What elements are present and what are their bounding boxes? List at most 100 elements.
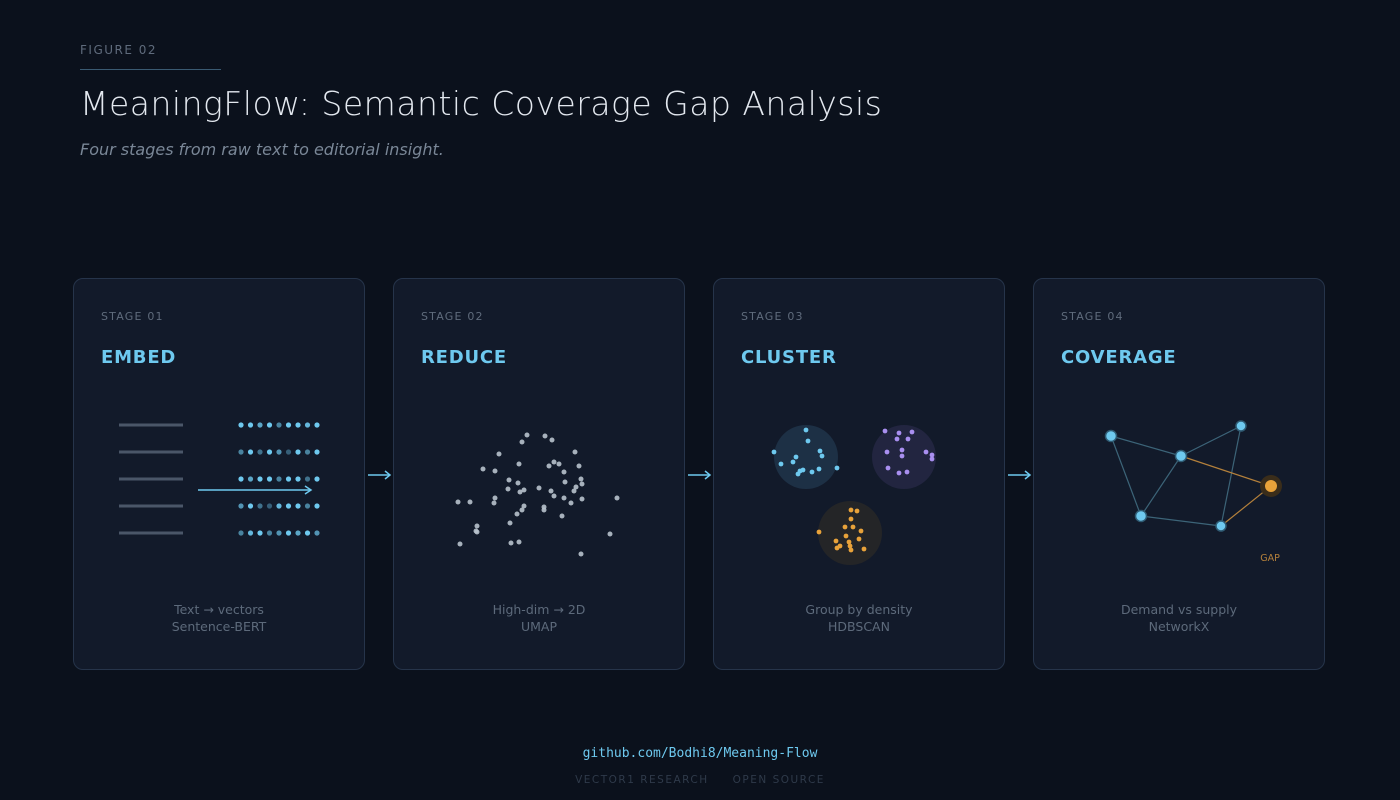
- point: [896, 430, 902, 436]
- vector-dot: [257, 476, 263, 482]
- stage-label: STAGE 01: [101, 310, 164, 323]
- point: [805, 438, 811, 444]
- point: [884, 449, 890, 455]
- page-title: MeaningFlow: Semantic Coverage Gap Analy…: [80, 84, 883, 123]
- point: [848, 547, 854, 553]
- vector-dot: [304, 449, 311, 455]
- vector-dot: [266, 503, 273, 509]
- vector-dot: [266, 530, 273, 536]
- point: [548, 488, 554, 494]
- embed-illustration: [119, 422, 320, 536]
- coverage-illustration: GAP: [1104, 420, 1282, 564]
- point: [507, 520, 513, 526]
- point: [572, 449, 578, 455]
- github-link[interactable]: github.com/Bodhi8/Meaning-Flow: [582, 746, 818, 761]
- point: [899, 453, 905, 459]
- point: [850, 524, 856, 530]
- stage-name: CLUSTER: [741, 347, 837, 368]
- point: [856, 536, 862, 542]
- point: [817, 448, 823, 454]
- point: [515, 480, 521, 486]
- vector-dot: [238, 449, 244, 455]
- point: [578, 476, 584, 482]
- point: [923, 449, 929, 455]
- stage-name: COVERAGE: [1061, 347, 1177, 368]
- gap-label: GAP: [1260, 553, 1280, 564]
- reduce-illustration: [455, 432, 620, 557]
- point: [819, 453, 825, 459]
- point: [496, 451, 502, 457]
- figure-label: FIGURE 02: [80, 43, 158, 57]
- vector-dot: [276, 422, 282, 428]
- vector-dot: [266, 476, 273, 482]
- vector-dot: [238, 476, 244, 482]
- vector-dot: [314, 422, 320, 428]
- stage-caption: High-dim → 2D UMAP: [492, 602, 586, 634]
- footer-tag: OPEN SOURCE: [732, 774, 825, 786]
- point: [778, 461, 784, 467]
- vector-dot: [266, 449, 273, 455]
- point: [561, 495, 567, 501]
- vector-dot: [304, 422, 311, 428]
- stage-card-coverage: STAGE 04 COVERAGE GAP Demand vs supply N…: [1033, 278, 1325, 670]
- arrow-connector-3: [1008, 470, 1032, 480]
- point: [790, 459, 796, 465]
- point: [573, 484, 579, 490]
- point: [556, 461, 562, 467]
- point: [579, 481, 585, 487]
- point: [578, 551, 584, 557]
- point: [571, 488, 577, 494]
- point: [846, 539, 852, 545]
- footer-tag: VECTOR1 RESEARCH: [575, 774, 709, 786]
- stage-caption: Group by density HDBSCAN: [805, 602, 913, 634]
- point: [506, 477, 512, 483]
- vector-dot: [304, 476, 311, 482]
- point: [517, 489, 523, 495]
- point: [474, 529, 480, 535]
- point: [614, 495, 620, 501]
- point: [929, 456, 935, 462]
- point: [576, 463, 582, 469]
- point: [861, 546, 867, 552]
- point: [519, 507, 525, 513]
- footer-tags: VECTOR1 RESEARCH OPEN SOURCE: [0, 774, 1400, 786]
- point: [480, 466, 486, 472]
- vector-dot: [285, 503, 292, 509]
- vector-dot: [238, 530, 244, 536]
- point: [542, 433, 548, 439]
- point: [467, 499, 473, 505]
- scatter-points: [455, 432, 620, 557]
- point: [549, 437, 555, 443]
- point: [905, 436, 911, 442]
- cluster-illustration: [771, 425, 936, 565]
- point: [894, 436, 900, 442]
- point: [854, 508, 860, 514]
- gap-edges: [1180, 455, 1272, 527]
- vector-dot: [295, 503, 301, 509]
- point: [474, 523, 480, 529]
- cluster-blue-halo: [774, 425, 838, 489]
- vector-dot: [304, 530, 311, 536]
- point: [607, 531, 613, 537]
- stage-caption: Demand vs supply NetworkX: [1120, 602, 1238, 634]
- point: [896, 470, 902, 476]
- vector-dot: [304, 503, 311, 509]
- point: [546, 463, 552, 469]
- point: [847, 543, 853, 549]
- vector-dot: [276, 476, 282, 482]
- vector-dot: [276, 503, 282, 509]
- point: [524, 432, 530, 438]
- point: [909, 429, 915, 435]
- point: [793, 454, 799, 460]
- stage-name: EMBED: [101, 347, 177, 368]
- vector-dot: [285, 449, 292, 455]
- stage-label: STAGE 03: [741, 310, 804, 323]
- vector-dot: [314, 503, 320, 509]
- stage-card-cluster: STAGE 03 CLUSTER Group by density HDBSCA…: [713, 278, 1005, 670]
- graph-nodes: [1104, 420, 1247, 532]
- point: [541, 504, 547, 510]
- stage-card-embed: STAGE 01 EMBED Text → vectors Sentence-B…: [73, 278, 365, 670]
- vector-dot: [247, 422, 254, 428]
- vector-dot: [285, 530, 292, 536]
- point: [882, 428, 888, 434]
